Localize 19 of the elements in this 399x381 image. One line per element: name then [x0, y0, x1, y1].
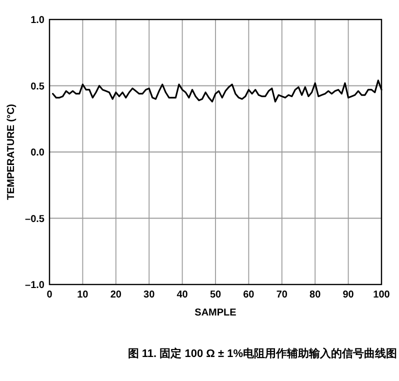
y-tick-label: 0.0	[30, 148, 45, 158]
x-tick-label: 30	[144, 290, 156, 300]
x-axis-title: SAMPLE	[194, 308, 237, 318]
x-tick-label: 100	[373, 290, 390, 300]
y-tick-label: –0.5	[25, 214, 45, 225]
y-tick-label: 1.0	[30, 15, 45, 26]
y-tick-label: –1.0	[25, 280, 45, 291]
x-tick-label: 80	[310, 290, 322, 300]
x-tick-label: 90	[342, 290, 354, 300]
x-tick-label: 20	[110, 290, 122, 300]
x-tick-label: 50	[210, 290, 222, 300]
x-tick-label: 40	[176, 290, 188, 300]
caption: 图 11. 固定 100 Ω ± 1%电阻用作辅助输入的信号曲线图	[128, 347, 397, 360]
y-axis-title: TEMPERATURE (°C)	[6, 104, 17, 200]
y-tick-label: 0.5	[30, 81, 45, 92]
x-tick-label: 70	[276, 290, 288, 300]
x-tick-label: 0	[46, 290, 53, 300]
x-tick-label: 60	[243, 290, 255, 300]
x-tick-label: 10	[77, 290, 89, 300]
